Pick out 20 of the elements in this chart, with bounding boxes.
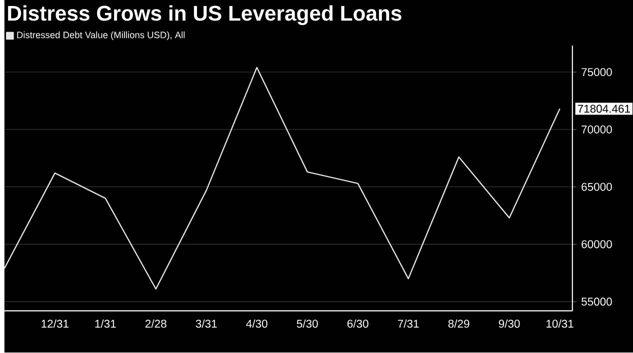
legend-label: Distressed Debt Value (Millions USD), All [17,32,185,40]
x-tick-label: 9/30 [498,320,520,328]
x-tick-label: 5/30 [296,320,318,328]
x-tick-label: 12/31 [42,320,68,328]
data-label: 71804.461 [578,105,630,113]
x-tick-label: 8/29 [448,320,470,328]
x-tick-label: 1/31 [95,320,116,328]
y-tick-label: 55000 [582,298,612,306]
x-tick-label: 10/31 [546,320,574,328]
x-tick-label: 6/30 [347,320,368,328]
line-series [4,67,560,290]
x-tick-label: 2/28 [146,320,166,328]
y-tick-label: 60000 [582,240,612,248]
chart-title: Distress Grows in US Leveraged Loans [8,5,402,26]
y-tick-label: 75000 [582,68,612,76]
x-tick-label: 3/31 [196,320,217,328]
y-tick-label: 65000 [582,183,612,192]
x-tick-label: 4/30 [246,320,268,328]
x-tick-label: 7/31 [398,320,419,328]
y-tick-label: 70000 [582,126,612,134]
